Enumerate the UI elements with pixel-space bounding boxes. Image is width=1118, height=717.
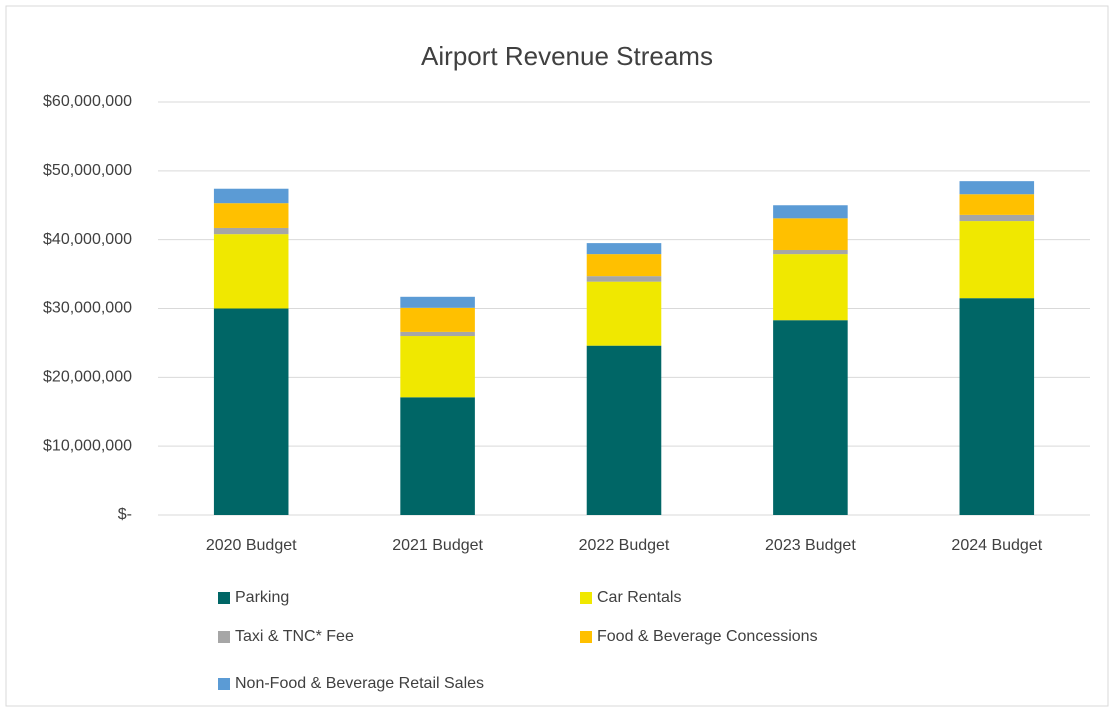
legend-label: Parking <box>235 589 289 606</box>
bar-segment <box>773 320 848 515</box>
bar-segment <box>586 345 662 515</box>
legend-swatch <box>580 631 592 643</box>
bar-segment <box>400 296 475 308</box>
bar-segment <box>959 214 1035 222</box>
bar-segment <box>586 243 662 255</box>
chart-title: Airport Revenue Streams <box>421 41 713 71</box>
bar-segment <box>773 218 848 250</box>
bar-segment <box>773 205 848 219</box>
bar-segment <box>400 336 475 398</box>
bar-segment <box>959 221 1035 299</box>
bar-segment <box>213 234 289 309</box>
legend-label: Taxi & TNC* Fee <box>235 628 354 645</box>
x-tick-label: 2020 Budget <box>206 537 297 554</box>
chart-border <box>5 5 1109 707</box>
bar-segment <box>400 307 475 332</box>
y-tick-label: $30,000,000 <box>43 300 132 317</box>
bar-segment <box>586 254 662 277</box>
bar-segment <box>773 254 848 321</box>
bar-segment <box>213 308 289 515</box>
legend-swatch <box>218 678 230 690</box>
y-tick-label: $60,000,000 <box>43 93 132 110</box>
bar-segment <box>959 194 1035 215</box>
y-tick-label: $50,000,000 <box>43 162 132 179</box>
y-tick-label: $10,000,000 <box>43 437 132 454</box>
legend-swatch <box>218 592 230 604</box>
legend-label: Car Rentals <box>597 589 681 606</box>
x-tick-label: 2021 Budget <box>392 537 483 554</box>
bar-segment <box>213 227 289 235</box>
y-tick-label: $- <box>118 506 132 523</box>
bar-segment <box>773 249 848 255</box>
y-tick-label: $20,000,000 <box>43 369 132 386</box>
x-tick-label: 2024 Budget <box>951 537 1042 554</box>
bar-segment <box>400 397 475 515</box>
legend-swatch <box>218 631 230 643</box>
x-tick-label: 2023 Budget <box>765 537 856 554</box>
bar-segment <box>400 331 475 337</box>
legend-swatch <box>580 592 592 604</box>
legend-label: Food & Beverage Concessions <box>597 628 818 645</box>
bar-segment <box>213 203 289 228</box>
legend-label: Non-Food & Beverage Retail Sales <box>235 675 484 692</box>
bar-segment <box>959 298 1035 515</box>
x-tick-label: 2022 Budget <box>579 537 670 554</box>
bar-segment <box>959 181 1035 195</box>
bar-segment <box>586 276 662 282</box>
bar-segment <box>586 281 662 346</box>
y-tick-label: $40,000,000 <box>43 231 132 248</box>
bar-segment <box>213 188 289 204</box>
